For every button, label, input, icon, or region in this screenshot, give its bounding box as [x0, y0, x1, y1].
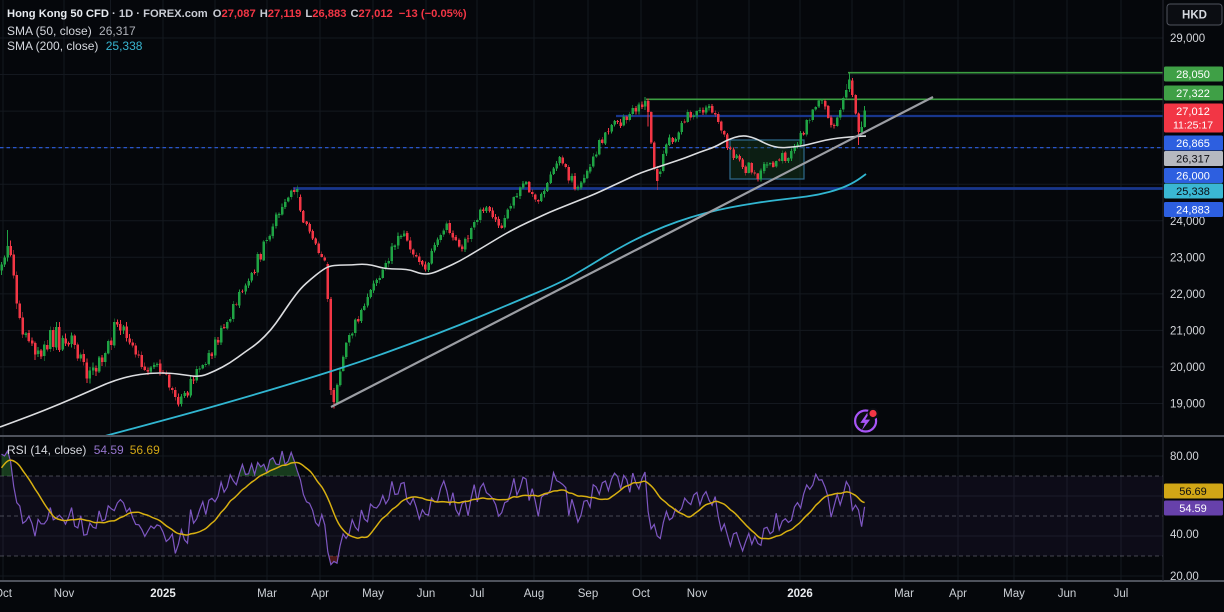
svg-text:Nov: Nov — [54, 588, 75, 600]
svg-text:Sep: Sep — [578, 588, 598, 600]
svg-text:11:25:17: 11:25:17 — [1173, 120, 1213, 132]
svg-text:SMA (50, close) 26,317: SMA (50, close) 26,317 — [7, 24, 136, 38]
svg-text:26,317: 26,317 — [1176, 154, 1210, 166]
svg-text:24,000: 24,000 — [1170, 216, 1205, 228]
svg-text:56.69: 56.69 — [1179, 486, 1207, 498]
svg-text:Hong Kong 50 CFD · 1D · FOREX.: Hong Kong 50 CFD · 1D · FOREX.com O27,087… — [7, 8, 467, 20]
svg-text:Jul: Jul — [470, 588, 485, 600]
svg-text:26,865: 26,865 — [1176, 138, 1210, 150]
svg-text:54.59: 54.59 — [1179, 503, 1207, 515]
svg-text:SMA (200, close) 25,338: SMA (200, close) 25,338 — [7, 39, 143, 53]
svg-text:26,000: 26,000 — [1176, 171, 1210, 183]
svg-text:40.00: 40.00 — [1170, 529, 1199, 541]
svg-text:20.00: 20.00 — [1170, 571, 1199, 583]
svg-text:HKD: HKD — [1182, 10, 1207, 22]
svg-text:Jun: Jun — [1058, 588, 1077, 600]
svg-text:May: May — [362, 588, 384, 600]
svg-text:Aug: Aug — [524, 588, 544, 600]
svg-text:Mar: Mar — [894, 588, 914, 600]
svg-text:19,000: 19,000 — [1170, 399, 1205, 411]
svg-text:24,883: 24,883 — [1176, 205, 1210, 217]
svg-text:21,000: 21,000 — [1170, 325, 1205, 337]
svg-text:23,000: 23,000 — [1170, 252, 1205, 264]
svg-text:Oct: Oct — [632, 588, 651, 600]
svg-text:29,000: 29,000 — [1170, 33, 1205, 45]
svg-text:22,000: 22,000 — [1170, 289, 1205, 301]
svg-text:Jun: Jun — [417, 588, 436, 600]
svg-text:2025: 2025 — [150, 588, 176, 600]
svg-text:Oct: Oct — [0, 588, 13, 600]
svg-text:Apr: Apr — [949, 588, 967, 600]
svg-text:25,338: 25,338 — [1176, 186, 1210, 198]
svg-text:May: May — [1003, 588, 1025, 600]
svg-text:Nov: Nov — [687, 588, 708, 600]
svg-text:2026: 2026 — [787, 588, 813, 600]
svg-text:27,012: 27,012 — [1176, 106, 1210, 118]
svg-text:28,050: 28,050 — [1176, 69, 1210, 81]
svg-text:Mar: Mar — [257, 588, 277, 600]
svg-text:20,000: 20,000 — [1170, 362, 1205, 374]
svg-text:80.00: 80.00 — [1170, 451, 1199, 463]
svg-text:Jul: Jul — [1114, 588, 1129, 600]
svg-text:27,322: 27,322 — [1176, 88, 1210, 100]
svg-text:Apr: Apr — [311, 588, 329, 600]
